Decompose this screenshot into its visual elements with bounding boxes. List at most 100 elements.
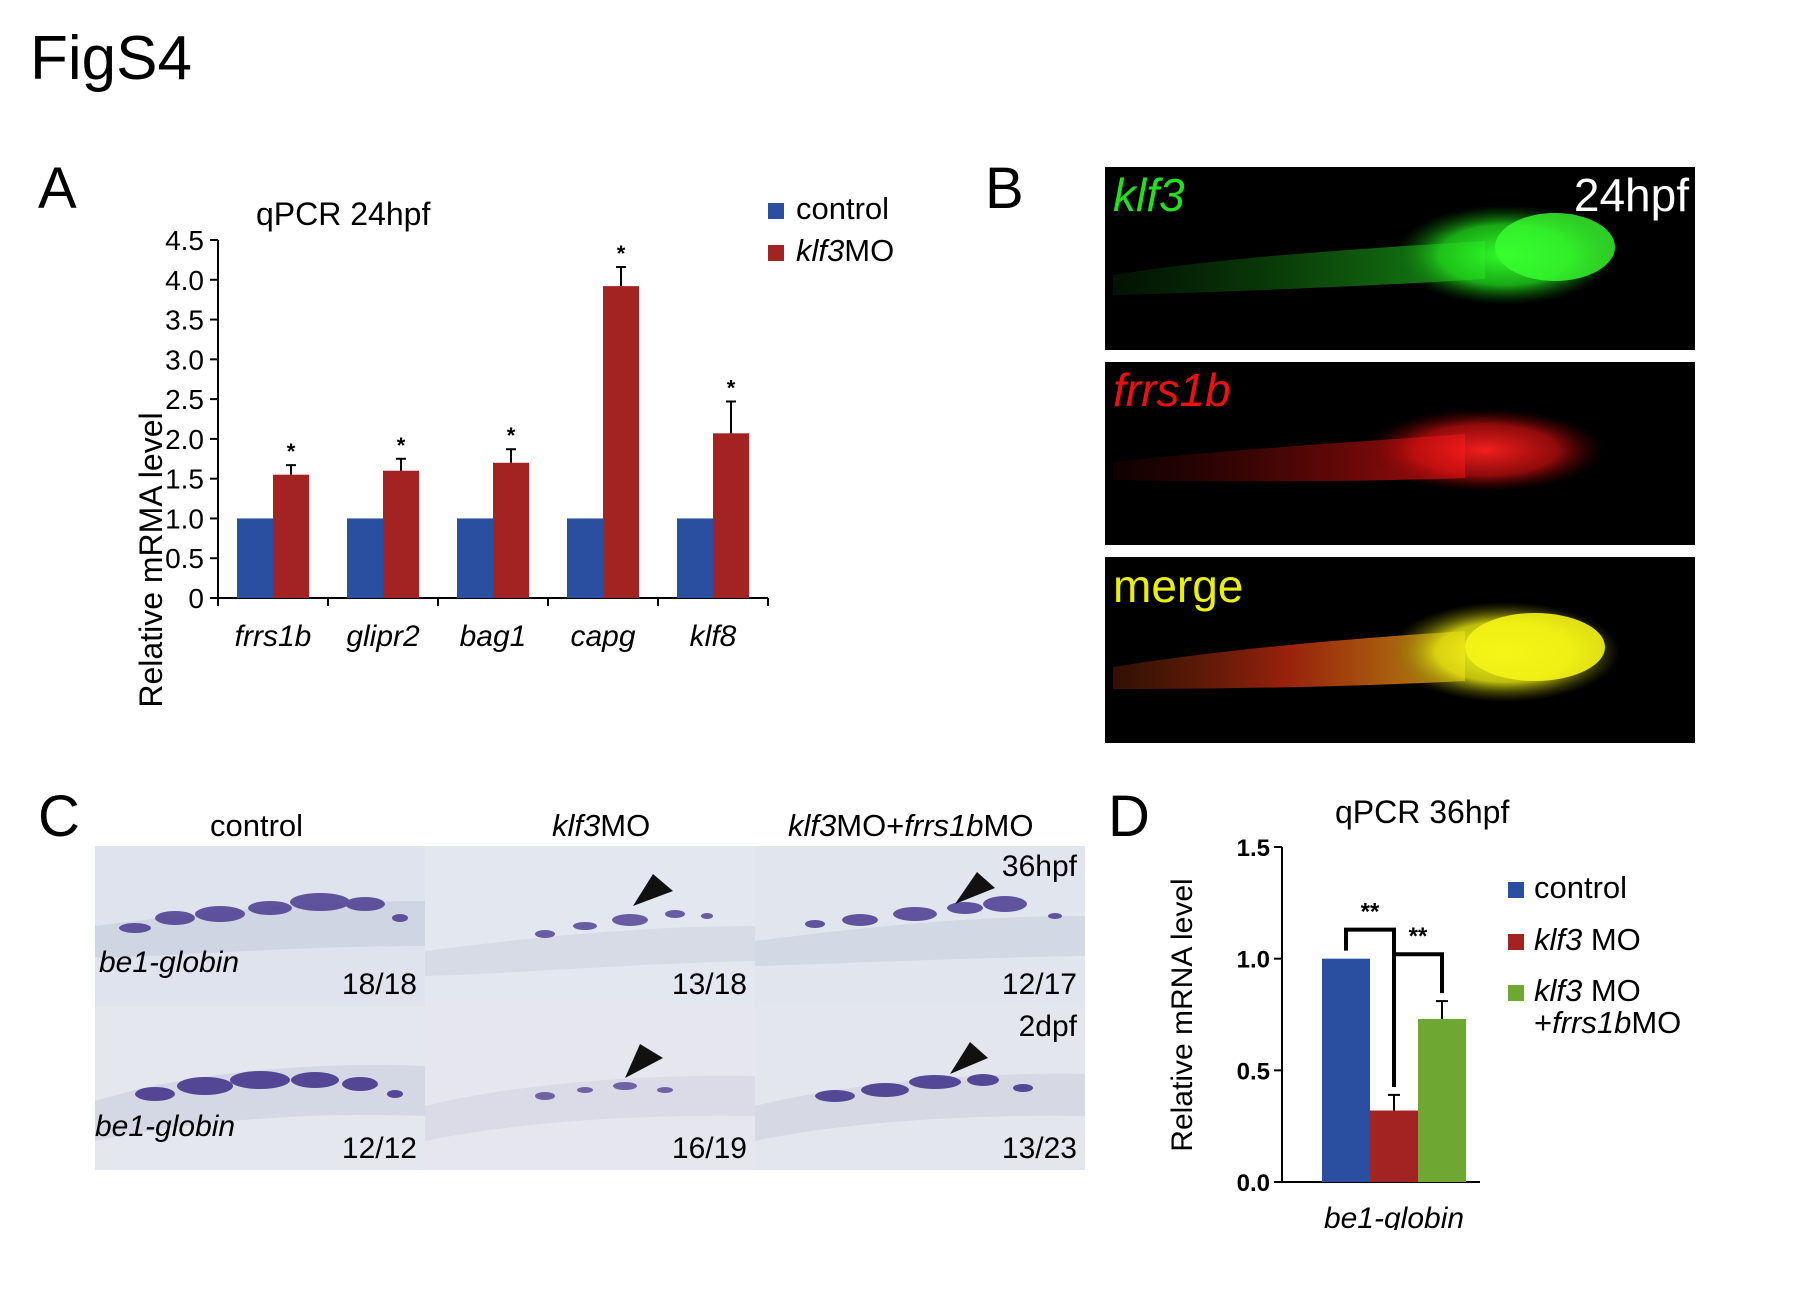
- stage-36hpf-label: 36hpf: [1001, 850, 1077, 883]
- ish-count: 13/18: [671, 968, 747, 1001]
- chart-d-significance-bracket-label: **: [1409, 923, 1428, 950]
- frrs1b-label: frrs1b: [1113, 364, 1231, 416]
- chart-d-ytick-label: 0.0: [1237, 1170, 1270, 1197]
- chart-a-bar: [237, 518, 273, 598]
- chart-a-ytick-label: 4.5: [165, 225, 204, 256]
- chart-d-legend-label: klf3 MO: [1534, 922, 1641, 957]
- chart-a-ytick-label: 0: [188, 583, 204, 614]
- chart-a-ylabel: Relative mRMA level: [133, 412, 169, 707]
- chart-d-legend-swatch: [1508, 985, 1524, 1001]
- chart-a-ytick-label: 2.0: [165, 424, 204, 455]
- stage-2dpf-label: 2dpf: [1018, 1010, 1077, 1043]
- chart-a-legend-swatch: [768, 203, 784, 219]
- chart-a-ytick-label: 4.0: [165, 265, 204, 296]
- chart-d-bar: [1418, 1018, 1466, 1182]
- chart-a-ytick-label: 3.0: [165, 344, 204, 375]
- chart-d-ytick-label: 0.5: [1237, 1058, 1270, 1085]
- chart-a-bar: [383, 470, 419, 598]
- ish-count: 18/18: [341, 968, 417, 1001]
- chart-a-title: qPCR 24hpf: [256, 196, 430, 232]
- ish-count: 16/19: [671, 1132, 747, 1165]
- column-header-control: control: [210, 808, 304, 843]
- chart-d-ylabel: Relative mRNA level: [1166, 878, 1199, 1151]
- merge-label: merge: [1113, 560, 1244, 612]
- ish-control-36hpf-stain: [95, 893, 425, 958]
- chart-a-bar: [603, 286, 639, 598]
- chart-a-legend-swatch: [768, 245, 784, 261]
- panel-letter-b: B: [985, 156, 1024, 221]
- ish-klf3mo-frrs1bmo-2dpf: 2dpf 13/23: [755, 1006, 1085, 1170]
- ish-count: 12/12: [341, 1132, 417, 1165]
- figure-title: FigS4: [30, 24, 192, 93]
- chart-d-legend-swatch: [1508, 934, 1524, 950]
- chart-d-legend-label: control: [1534, 870, 1627, 905]
- column-header-klf3mo-frrs1bmo: klf3MO+frrs1bMO: [788, 808, 1034, 843]
- gene-label: be1-globin: [95, 1110, 236, 1143]
- stage-24hpf-label: 24hpf: [1573, 169, 1689, 221]
- ish-count: 13/23: [1001, 1132, 1077, 1165]
- chart-a-bar: [713, 433, 749, 598]
- chart-a-ytick-label: 0.5: [165, 543, 204, 574]
- klf3-signal: [1113, 205, 1615, 305]
- chart-a-bar: [677, 518, 713, 598]
- chart-d-legend-label: klf3 MO: [1534, 973, 1641, 1008]
- klf3-fluorescence-image: klf3 24hpf: [1105, 167, 1695, 350]
- chart-a-significance-star: *: [617, 241, 626, 266]
- ish-control-2dpf-stain: [95, 1065, 425, 1141]
- chart-a-legend-label: klf3MO: [796, 233, 894, 268]
- ish-klf3mo-frrs1bmo-36hpf-stain: [755, 872, 1085, 966]
- gene-label: be1-globin: [99, 946, 240, 979]
- chart-a-category-label: klf8: [690, 620, 737, 653]
- chart-d-bar: [1370, 1110, 1418, 1182]
- klf3-label: klf3: [1113, 169, 1185, 221]
- ish-control-36hpf: be1-globin 18/18: [95, 846, 425, 1006]
- ish-klf3mo-36hpf: 13/18: [425, 846, 755, 1006]
- chart-d-significance-bracket-label: **: [1361, 899, 1380, 926]
- chart-d-significance-bracket: [1392, 952, 1444, 1087]
- panel-a-bar-chart: qPCR 24hpf Relative mRMA level control kl…: [133, 191, 894, 708]
- chart-a-category-label: frrs1b: [235, 620, 312, 653]
- chart-a-bar: [457, 518, 493, 598]
- chart-d-bar: [1322, 958, 1370, 1182]
- panel-letter-a: A: [38, 156, 77, 221]
- chart-a-bar: [273, 474, 309, 598]
- chart-a-category-label: glipr2: [346, 620, 420, 653]
- ish-klf3mo-2dpf-stain: [425, 1044, 755, 1141]
- chart-a-significance-star: *: [287, 439, 296, 464]
- ish-klf3mo-frrs1bmo-36hpf: 36hpf 12/17: [755, 846, 1085, 1006]
- chart-d-category-label: be1-globin: [1324, 1202, 1464, 1230]
- chart-a-category-label: bag1: [460, 620, 527, 653]
- ish-control-2dpf: be1-globin 12/12: [95, 1006, 425, 1170]
- chart-d-title: qPCR 36hpf: [1335, 794, 1509, 830]
- chart-a-significance-star: *: [397, 433, 406, 458]
- chart-d-ytick-label: 1.5: [1237, 835, 1270, 862]
- chart-a-bar: [347, 518, 383, 598]
- ish-klf3mo-2dpf: 16/19: [425, 1006, 755, 1170]
- ish-klf3mo-36hpf-stain: [425, 874, 755, 976]
- chart-a-legend-label: control: [796, 191, 889, 226]
- chart-a-legend: control klf3MO: [768, 191, 894, 268]
- chart-a-ytick-label: 3.5: [165, 305, 204, 336]
- chart-d-legend-swatch: [1508, 882, 1524, 898]
- chart-a-bar: [493, 462, 529, 598]
- frrs1b-fluorescence-image: frrs1b: [1105, 362, 1695, 545]
- panel-letter-d: D: [1108, 784, 1150, 849]
- chart-a-bar: [567, 518, 603, 598]
- chart-a-ytick-label: 1.0: [165, 503, 204, 534]
- chart-d-ytick-label: 1.0: [1237, 947, 1270, 974]
- panel-c-ish-grid: be1-globin 18/18 13/18 36hpf 12/17: [95, 846, 1085, 1170]
- merge-signal: [1113, 602, 1620, 702]
- column-header-klf3mo: klf3MO: [552, 808, 651, 843]
- ish-count: 12/17: [1001, 968, 1077, 1001]
- chart-a-ytick-label: 2.5: [165, 384, 204, 415]
- merge-fluorescence-image: merge: [1105, 557, 1695, 743]
- ish-klf3mo-frrs1bmo-2dpf-stain: [755, 1042, 1085, 1141]
- chart-a-ytick-label: 1.5: [165, 464, 204, 495]
- chart-a-significance-star: *: [727, 375, 736, 400]
- chart-d-legend-label-line2: +frrs1bMO: [1534, 1005, 1681, 1040]
- chart-a-significance-star: *: [507, 423, 516, 448]
- chart-a-category-label: capg: [570, 620, 635, 653]
- frrs1b-signal: [1113, 408, 1605, 492]
- panel-d-bar-chart: qPCR 36hpf Relative mRNA level control kl…: [1166, 794, 1681, 1230]
